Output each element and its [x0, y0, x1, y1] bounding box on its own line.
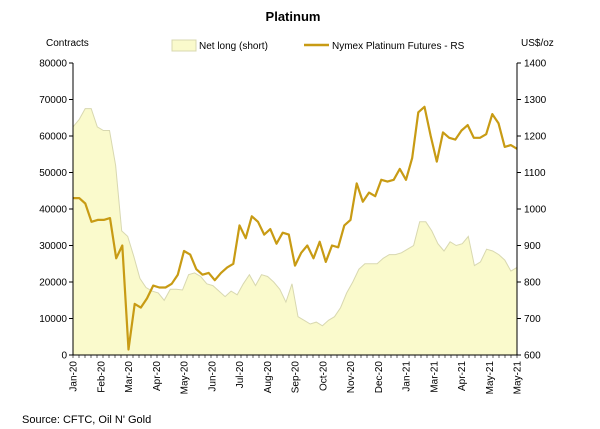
left-axis-unit: Contracts — [46, 38, 89, 49]
plot-area: 0 10000 20000 30000 40000 50000 60000 70000 8000… — [39, 59, 546, 395]
right-tick-label: 600 — [524, 351, 541, 362]
source-note: Source: CFTC, Oil N' Gold — [22, 414, 151, 426]
right-tick-label: 1300 — [524, 95, 547, 106]
left-tick-label: 0 — [61, 351, 67, 362]
x-tick-label: Mar-20 — [124, 361, 135, 393]
right-tick-label: 1100 — [524, 168, 546, 179]
x-tick-label: Feb-20 — [96, 361, 107, 393]
x-tick-label: Jan-20 — [69, 361, 80, 392]
right-axis-unit: US$/oz — [521, 38, 554, 49]
x-tick-label: Jul-20 — [235, 361, 246, 389]
x-tick-label: May-21 — [513, 361, 524, 395]
right-tick-label: 1000 — [524, 205, 547, 216]
left-tick-label: 40000 — [39, 205, 67, 216]
legend-label-net-long: Net long (short) — [199, 41, 268, 52]
right-tick-label: 1200 — [524, 132, 547, 143]
net-long-area-edge — [72, 108, 518, 327]
x-tick-label: Jun-20 — [207, 361, 218, 392]
x-tick-label: Dec-20 — [374, 361, 385, 394]
left-tick-label: 50000 — [39, 168, 67, 179]
x-tick-label: Sep-20 — [291, 361, 302, 394]
nymex-price-line — [73, 105, 518, 351]
chart-title: Platinum — [266, 9, 321, 24]
right-tick-label: 800 — [524, 278, 541, 289]
x-tick-label: May-21 — [485, 361, 496, 395]
right-tick-label: 1400 — [524, 59, 547, 70]
x-tick-label: Apr-20 — [152, 361, 163, 391]
legend: Net long (short) Nymex Platinum Futures … — [171, 39, 465, 52]
left-tick-label: 70000 — [39, 95, 67, 106]
left-tick-label: 80000 — [39, 59, 67, 70]
legend-swatch-net-long — [171, 39, 197, 52]
x-tick-label: May-20 — [180, 361, 191, 395]
left-tick-label: 60000 — [39, 132, 67, 143]
x-tick-label: Mar-21 — [429, 361, 440, 393]
legend-label-nymex: Nymex Platinum Futures - RS — [332, 41, 465, 52]
left-tick-label: 10000 — [39, 314, 67, 325]
net-long-area — [73, 108, 517, 355]
x-tick-label: Oct-20 — [318, 361, 329, 391]
x-tick-label: Nov-20 — [346, 361, 357, 394]
x-tick-label: Jan-21 — [402, 361, 413, 392]
x-tick-label: Aug-20 — [263, 361, 274, 394]
left-tick-label: 30000 — [39, 241, 67, 252]
right-tick-label: 700 — [524, 314, 541, 325]
left-tick-label: 20000 — [39, 278, 67, 289]
right-tick-label: 900 — [524, 241, 541, 252]
x-tick-label: Apr-21 — [457, 361, 468, 391]
